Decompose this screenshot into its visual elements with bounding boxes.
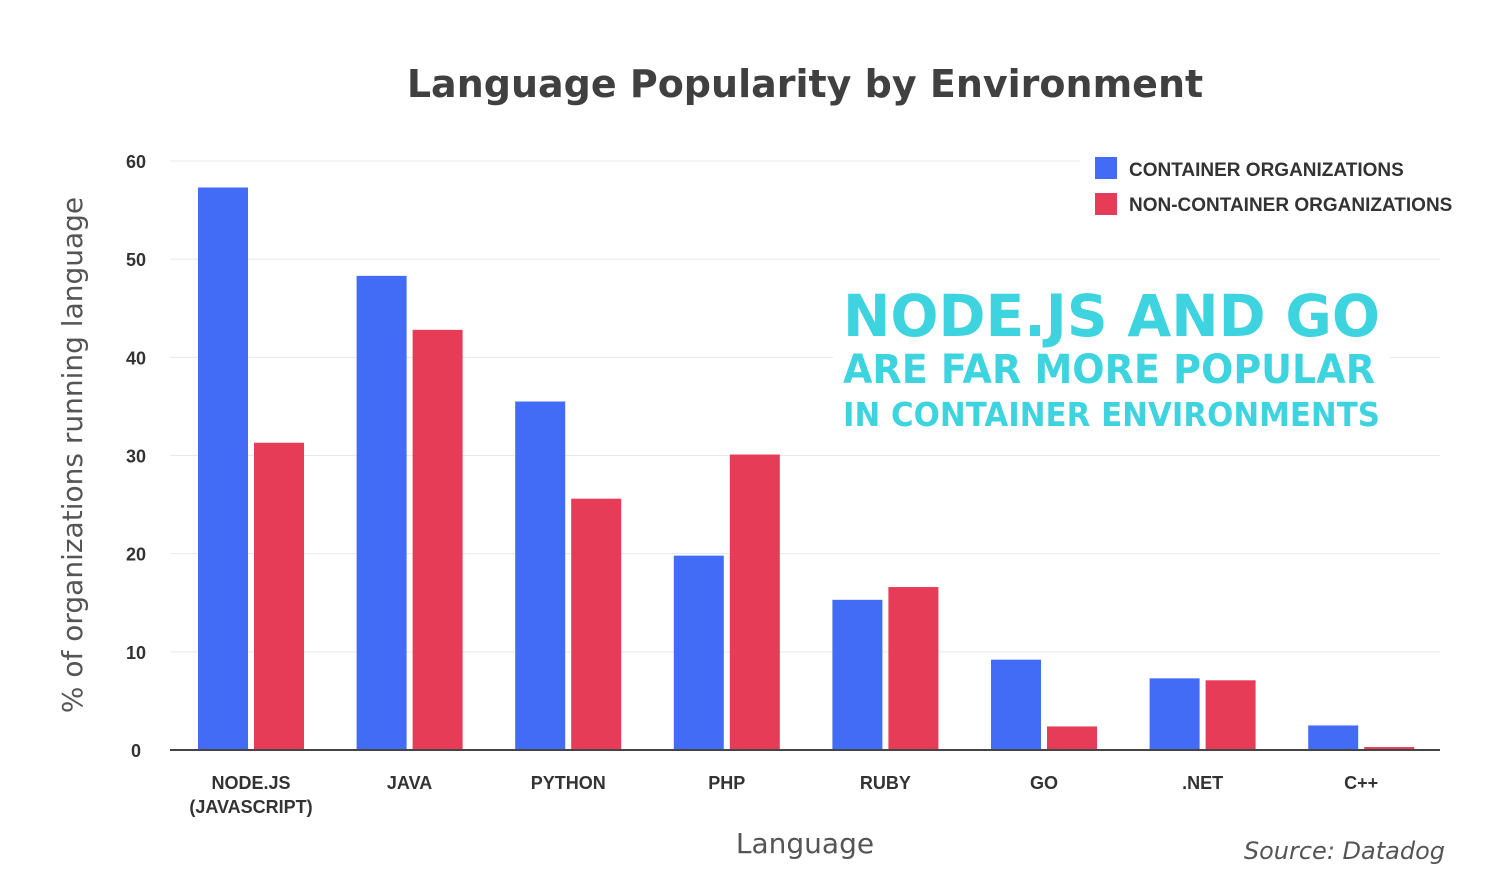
x-tick-label: RUBY: [860, 773, 911, 793]
bar-non-container: [412, 329, 463, 750]
x-tick-label: PYTHON: [531, 773, 606, 793]
legend-swatch-container: [1095, 157, 1117, 179]
annotation: NODE.JS AND GO ARE FAR MORE POPULAR IN C…: [833, 278, 1390, 438]
bar-non-container: [254, 442, 304, 750]
x-axis-label: Language: [736, 827, 874, 860]
annotation-line-2: ARE FAR MORE POPULAR: [843, 347, 1375, 393]
annotation-line-3: IN CONTAINER ENVIRONMENTS: [843, 395, 1380, 434]
bar-container: [991, 659, 1041, 750]
x-tick-label: .NET: [1182, 773, 1223, 793]
y-tick-label: 0: [131, 741, 141, 761]
bar-non-container: [1364, 747, 1415, 750]
x-tick-labels: NODE.JS (JAVASCRIPT) JAVA PYTHON PHP RUBY GO .N…: [189, 773, 1378, 817]
y-tick-label: 50: [126, 250, 146, 270]
bar-container: [1308, 725, 1359, 750]
bar-container: [832, 599, 883, 750]
x-tick-label: (JAVASCRIPT): [189, 797, 312, 817]
y-tick-label: 20: [126, 545, 146, 565]
bar-non-container: [729, 454, 780, 750]
bar-non-container: [1047, 726, 1097, 750]
bar-container: [356, 275, 407, 750]
y-axis-label: % of organizations running language: [56, 197, 89, 713]
chart-title: Language Popularity by Environment: [407, 62, 1203, 106]
bar-non-container: [888, 587, 939, 750]
source-note: Source: Datadog: [1244, 837, 1445, 865]
annotation-line-1: NODE.JS AND GO: [843, 282, 1380, 350]
y-tick-label: 40: [126, 348, 146, 368]
bar-non-container: [1205, 680, 1256, 750]
x-tick-label: GO: [1030, 773, 1058, 793]
bar-container: [198, 187, 248, 750]
bar-container: [1149, 678, 1200, 750]
x-tick-label: NODE.JS: [211, 773, 290, 793]
legend-label-container: CONTAINER ORGANIZATIONS: [1129, 160, 1404, 181]
y-tick-label: 30: [126, 447, 146, 467]
x-tick-label: PHP: [708, 773, 745, 793]
legend: CONTAINER ORGANIZATIONS NON-CONTAINER OR…: [1080, 148, 1452, 228]
x-tick-label: C++: [1344, 773, 1378, 793]
bar-non-container: [571, 498, 622, 750]
y-tick-label: 60: [126, 152, 146, 172]
bars: [198, 187, 1415, 750]
legend-swatch-non-container: [1095, 193, 1117, 215]
y-tick-label: 10: [126, 643, 146, 663]
bar-container: [673, 555, 724, 750]
legend-label-non-container: NON-CONTAINER ORGANIZATIONS: [1129, 195, 1452, 216]
x-tick-label: JAVA: [387, 773, 432, 793]
bar-container: [515, 401, 566, 750]
y-tick-labels: 0 10 20 30 40 50 60: [126, 152, 146, 761]
